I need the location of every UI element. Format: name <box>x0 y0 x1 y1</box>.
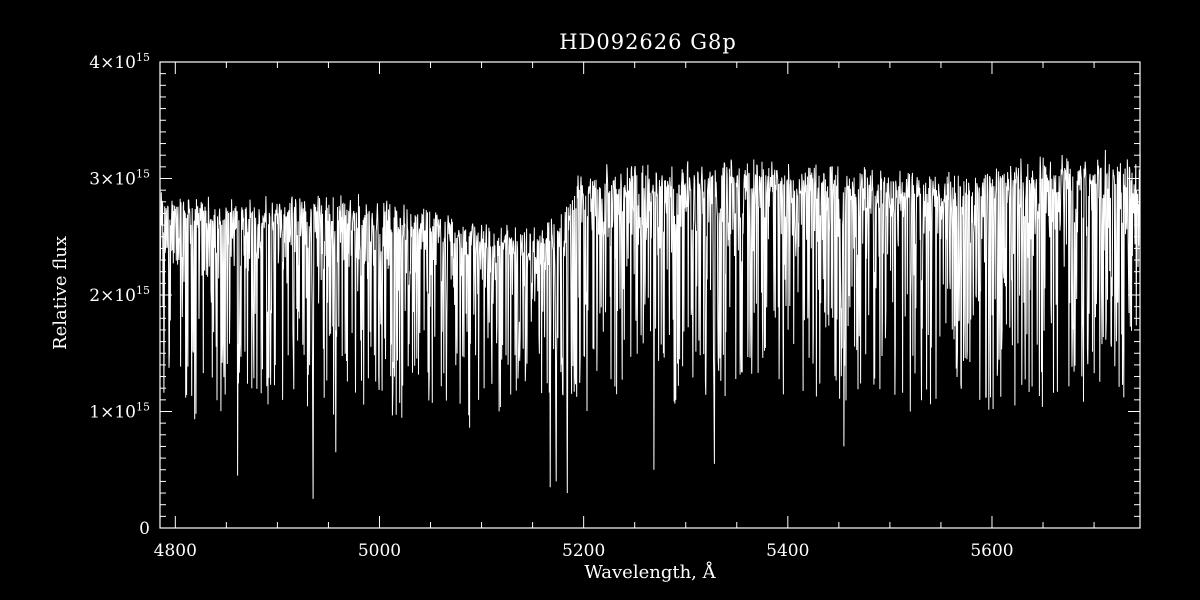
x-tick-label: 5000 <box>358 541 401 561</box>
axis-ticks <box>160 61 1140 529</box>
y-tick-label: 0 <box>139 519 150 539</box>
x-tick-label: 5600 <box>970 541 1013 561</box>
x-tick-label: 4800 <box>154 541 197 561</box>
y-tick-label: 2×1015 <box>89 284 150 306</box>
y-tick-label: 1×1015 <box>89 401 150 423</box>
y-tick-label: 4×1015 <box>89 51 150 73</box>
x-axis-title: Wavelength, Å <box>584 561 716 583</box>
y-axis-title: Relative flux <box>50 236 71 350</box>
x-tick-label: 5400 <box>766 541 809 561</box>
chart-title: HD092626 G8p <box>559 30 737 54</box>
x-tick-labels: 4800 5000 5200 5400 5600 <box>154 541 1014 561</box>
y-tick-label: 3×1015 <box>89 168 150 190</box>
y-tick-labels: 0 1×1015 2×1015 3×1015 4×1015 <box>89 51 150 539</box>
x-tick-label: 5200 <box>562 541 605 561</box>
spectrum-line <box>159 149 1141 499</box>
